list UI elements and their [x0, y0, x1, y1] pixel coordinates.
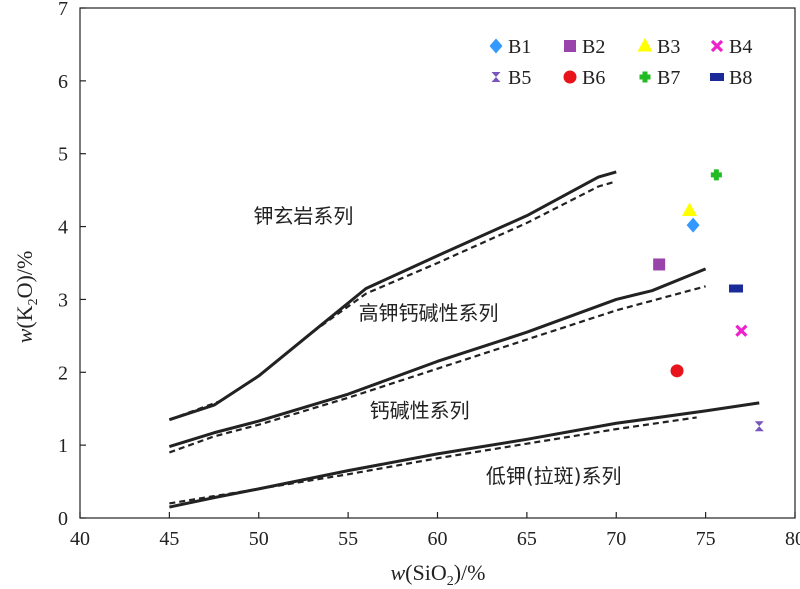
- legend: B1 B2 B3 B4 B5 B6 B7 B8: [489, 36, 752, 89]
- legend-label-b4: B4: [729, 36, 752, 58]
- y-tick-label: 6: [58, 71, 68, 93]
- y-tick-label: 3: [58, 289, 68, 311]
- data-point-b5: [754, 421, 764, 432]
- solid-boundary-line: [168, 267, 707, 449]
- legend-marker-b5: [491, 72, 501, 82]
- data-point-b8: [729, 284, 744, 293]
- legend-marker-b3: [637, 38, 653, 52]
- data-point-b1: [686, 217, 700, 233]
- y-tick-label: 2: [58, 362, 68, 384]
- x-tick-label: 45: [159, 528, 179, 550]
- data-point-b2: [653, 258, 666, 271]
- legend-label-b2: B2: [582, 36, 605, 58]
- legend-marker-b6: [563, 70, 577, 84]
- x-tick-label: 60: [428, 528, 448, 550]
- y-tick-label: 1: [58, 435, 68, 457]
- x-axis-title: w(SiO2)/%: [390, 560, 485, 589]
- x-axis-ticks: 40 45 50 55 60 65 70 75 80: [70, 512, 800, 550]
- legend-marker-b4: [710, 39, 724, 53]
- x-tick-label: 40: [70, 528, 90, 550]
- boundary-lines: [168, 170, 760, 509]
- region-label: 钙碱性系列: [370, 398, 470, 422]
- x-tick-label: 70: [606, 528, 626, 550]
- y-tick-label: 5: [58, 144, 68, 166]
- legend-label-b6: B6: [582, 67, 605, 89]
- data-point-b4: [735, 324, 748, 337]
- region-label: 高钾钙碱性系列: [359, 301, 499, 325]
- legend-label-b7: B7: [657, 67, 680, 89]
- data-point-b7: [710, 169, 722, 181]
- data-points: [653, 169, 764, 432]
- dashed-boundary-line: [169, 285, 706, 454]
- y-axis-ticks: 0 1 2 3 4 5 6 7: [58, 0, 86, 530]
- x-tick-label: 50: [249, 528, 269, 550]
- y-tick-label: 7: [58, 0, 68, 20]
- legend-label-b1: B1: [508, 36, 531, 58]
- legend-label-b8: B8: [729, 67, 752, 89]
- y-tick-label: 0: [58, 508, 68, 530]
- region-label: 钾玄岩系列: [253, 204, 353, 228]
- data-point-b6: [670, 364, 684, 378]
- dashed-boundary-line: [168, 180, 617, 421]
- legend-marker-b1: [489, 38, 503, 54]
- legend-marker-b7: [639, 71, 651, 83]
- y-tick-label: 4: [58, 217, 68, 239]
- legend-label-b5: B5: [508, 67, 531, 89]
- x-tick-label: 65: [517, 528, 537, 550]
- legend-label-b3: B3: [657, 36, 680, 58]
- dashed-boundary-line: [169, 416, 697, 505]
- legend-marker-b8: [710, 73, 724, 81]
- x-tick-label: 80: [785, 528, 800, 550]
- region-label: 低钾(拉斑)系列: [486, 464, 622, 488]
- y-axis-title: w(K2O)/%: [12, 251, 41, 344]
- legend-marker-b2: [564, 40, 576, 52]
- data-point-b3: [682, 202, 698, 217]
- x-tick-label: 55: [338, 528, 358, 550]
- x-tick-label: 75: [696, 528, 716, 550]
